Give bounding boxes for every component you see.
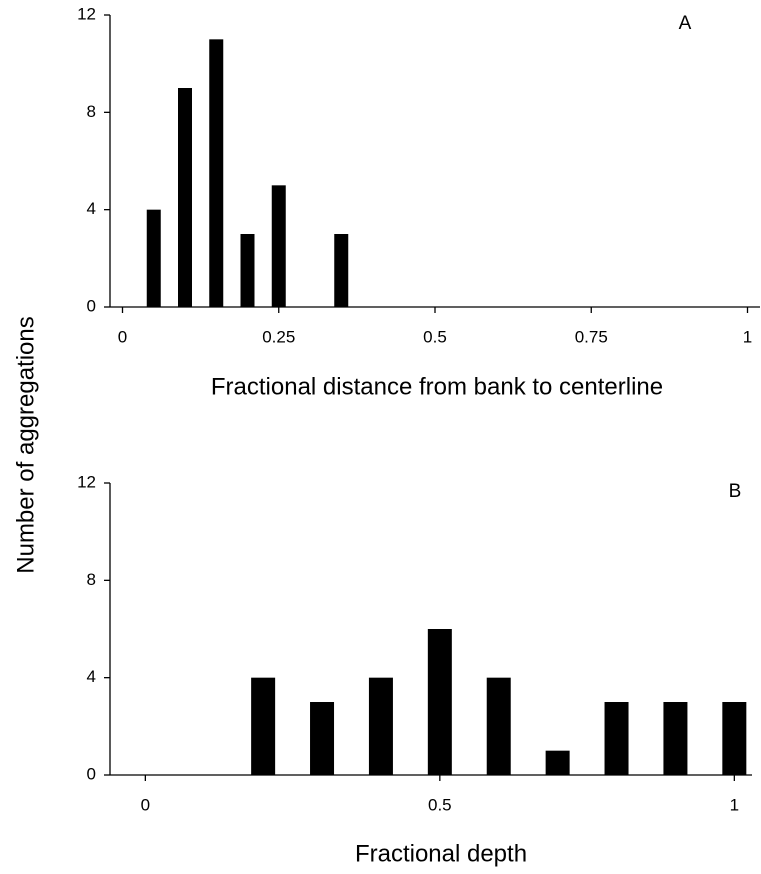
x-axis-label: Fractional depth	[355, 840, 527, 867]
y-tick-label: 12	[77, 4, 96, 23]
bar	[334, 234, 349, 307]
x-tick-label: 0.5	[428, 795, 452, 814]
bar	[209, 39, 224, 307]
y-axis-label: Number of aggregations	[12, 316, 39, 573]
bar	[271, 185, 286, 307]
y-tick-label: 0	[87, 296, 96, 315]
x-tick-label: 0	[118, 327, 127, 346]
bar	[251, 677, 276, 775]
bar	[722, 702, 747, 775]
bar	[368, 677, 393, 775]
bar	[604, 702, 629, 775]
y-tick-label: 8	[87, 570, 96, 589]
x-tick-label: 0.25	[262, 327, 295, 346]
bar	[178, 88, 192, 307]
x-tick-label: 1	[730, 795, 739, 814]
bar	[310, 702, 335, 775]
x-axis-label: Fractional distance from bank to centerl…	[211, 373, 663, 400]
bar	[240, 234, 255, 307]
x-tick-label: 0	[141, 795, 150, 814]
x-tick-label: 0.5	[423, 327, 447, 346]
bar	[146, 209, 161, 307]
y-tick-label: 4	[87, 667, 96, 686]
y-tick-label: 0	[87, 764, 96, 783]
bar	[545, 750, 570, 775]
panel-label: B	[729, 481, 742, 502]
x-tick-label: 0.75	[575, 327, 608, 346]
x-tick-label: 1	[743, 327, 752, 346]
y-tick-label: 12	[77, 472, 96, 491]
bar	[427, 629, 452, 775]
panel-label: A	[679, 13, 692, 34]
y-tick-label: 8	[87, 102, 96, 121]
bar	[486, 677, 511, 775]
bar	[663, 702, 688, 775]
y-tick-label: 4	[87, 199, 96, 218]
